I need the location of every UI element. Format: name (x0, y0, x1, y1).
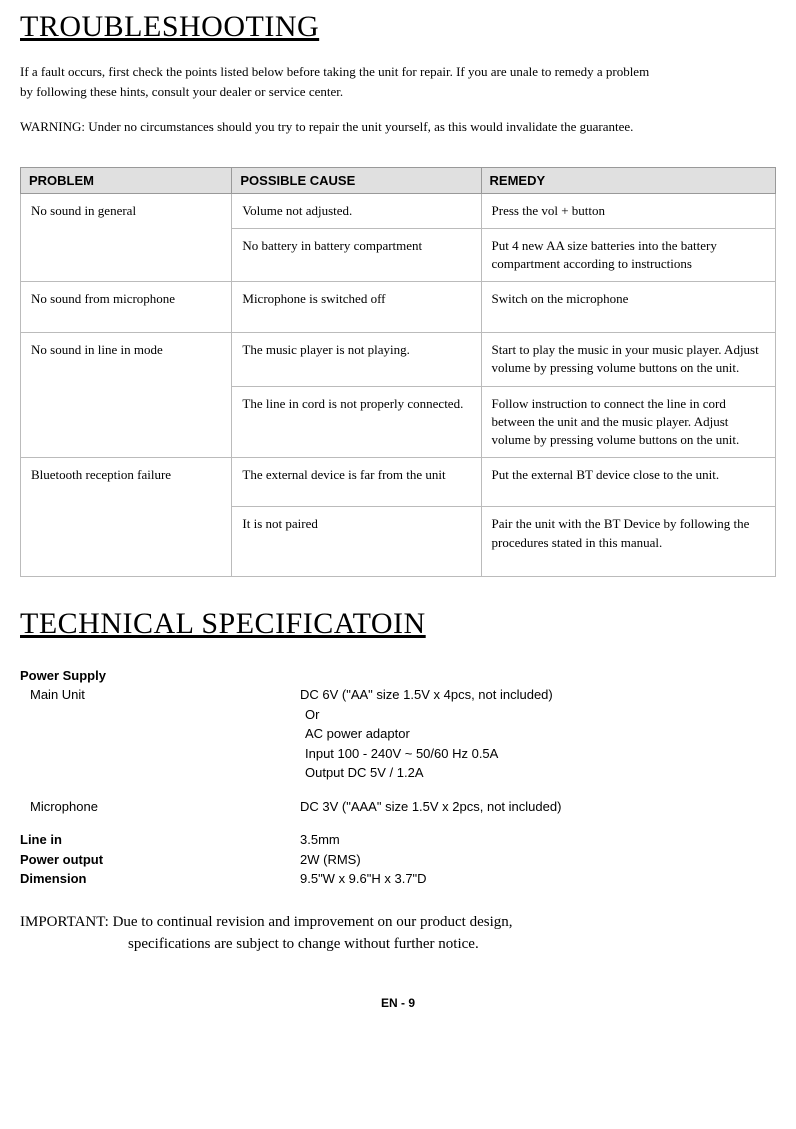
cell-problem: No sound in general (21, 193, 232, 282)
cell-problem: Bluetooth reception failure (21, 458, 232, 577)
main-unit-value: AC power adaptor (300, 724, 776, 744)
main-unit-value: Input 100 - 240V ~ 50/60 Hz 0.5A (300, 744, 776, 764)
cell-remedy: Start to play the music in your music pl… (481, 333, 775, 386)
cell-cause: The line in cord is not properly connect… (232, 386, 481, 458)
table-row: Bluetooth reception failure The external… (21, 458, 776, 507)
specs-section: Power Supply Main UnitDC 6V ("AA" size 1… (20, 666, 776, 889)
cell-cause: Microphone is switched off (232, 282, 481, 333)
header-remedy: REMEDY (481, 167, 775, 193)
intro-line2: by following these hints, consult your d… (20, 84, 343, 99)
cell-cause: The external device is far from the unit (232, 458, 481, 507)
cell-remedy: Follow instruction to connect the line i… (481, 386, 775, 458)
cell-remedy: Pair the unit with the BT Device by foll… (481, 507, 775, 576)
important-line1: IMPORTANT: Due to continual revision and… (20, 911, 776, 934)
cell-remedy: Switch on the microphone (481, 282, 775, 333)
main-unit-value: Output DC 5V / 1.2A (300, 763, 776, 783)
linein-value: 3.5mm (300, 830, 776, 850)
cell-problem: No sound from microphone (21, 282, 232, 333)
microphone-label: Microphone (20, 797, 300, 817)
cell-cause: No battery in battery compartment (232, 228, 481, 281)
troubleshooting-heading: TROUBLESHOOTING (20, 10, 776, 44)
microphone-value: DC 3V ("AAA" size 1.5V x 2pcs, not inclu… (300, 797, 776, 817)
cell-remedy: Press the vol + button (481, 193, 775, 228)
cell-problem: No sound in line in mode (21, 333, 232, 458)
power-supply-label: Power Supply (20, 666, 300, 686)
cell-cause: The music player is not playing. (232, 333, 481, 386)
linein-label: Line in (20, 830, 300, 850)
warning-paragraph: WARNING: Under no circumstances should y… (20, 117, 776, 137)
dimension-value: 9.5"W x 9.6"H x 3.7"D (300, 869, 776, 889)
header-problem: PROBLEM (21, 167, 232, 193)
cell-cause: It is not paired (232, 507, 481, 576)
table-row: No sound from microphone Microphone is s… (21, 282, 776, 333)
main-unit-value: Or (300, 705, 776, 725)
table-row: No sound in line in mode The music playe… (21, 333, 776, 386)
dimension-label: Dimension (20, 869, 300, 889)
page-number: EN - 9 (20, 996, 776, 1010)
intro-paragraph: If a fault occurs, first check the point… (20, 62, 776, 101)
power-output-value: 2W (RMS) (300, 850, 776, 870)
cell-remedy: Put the external BT device close to the … (481, 458, 775, 507)
table-row: No sound in general Volume not adjusted.… (21, 193, 776, 228)
cell-cause: Volume not adjusted. (232, 193, 481, 228)
cell-remedy: Put 4 new AA size batteries into the bat… (481, 228, 775, 281)
main-unit-label: Main Unit (20, 685, 300, 705)
table-header-row: PROBLEM POSSIBLE CAUSE REMEDY (21, 167, 776, 193)
power-output-label: Power output (20, 850, 300, 870)
header-cause: POSSIBLE CAUSE (232, 167, 481, 193)
main-unit-value: DC 6V ("AA" size 1.5V x 4pcs, not includ… (300, 685, 776, 705)
troubleshooting-table: PROBLEM POSSIBLE CAUSE REMEDY No sound i… (20, 167, 776, 577)
important-line2: specifications are subject to change wit… (20, 933, 776, 956)
intro-line1: If a fault occurs, first check the point… (20, 64, 649, 79)
specs-heading: TECHNICAL SPECIFICATOIN (20, 607, 776, 641)
important-note: IMPORTANT: Due to continual revision and… (20, 911, 776, 956)
